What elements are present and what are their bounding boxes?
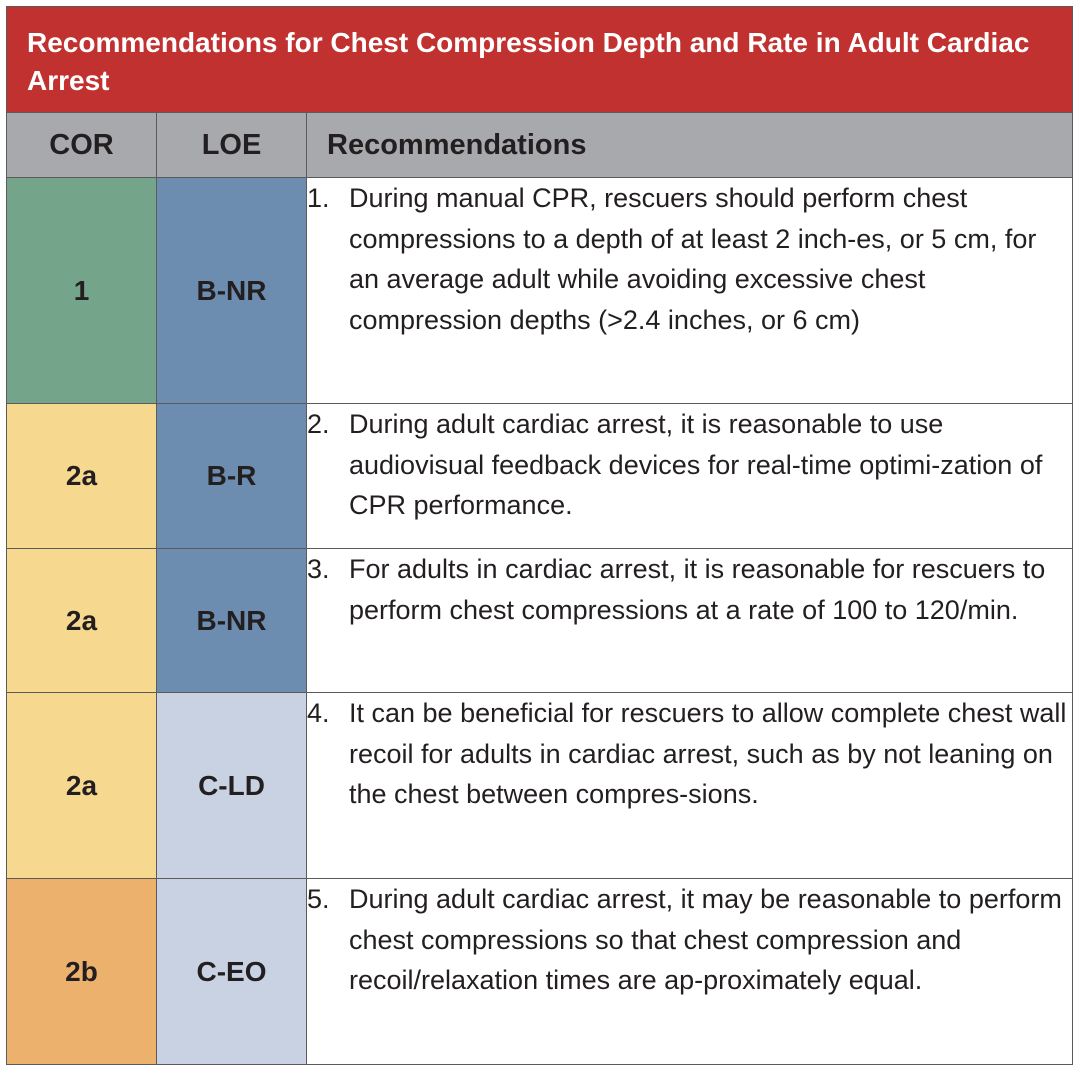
recommendation-cell: 5. During adult cardiac arrest, it may b… [305, 878, 1074, 1065]
recommendation-text: For adults in cardiac arrest, it is reas… [349, 554, 1046, 625]
recommendation-item: 1. During manual CPR, rescuers should pe… [307, 178, 1072, 340]
recommendation-cell: 4. It can be beneficial for rescuers to … [305, 692, 1074, 879]
header-loe: LOE [156, 112, 307, 178]
recommendation-item: 5. During adult cardiac arrest, it may b… [307, 879, 1072, 1001]
recommendations-table: Recommendations for Chest Compression De… [5, 6, 1074, 1065]
recommendation-number: 4. [307, 698, 330, 728]
table-row: 2a B-NR 3. For adults in cardiac arrest,… [6, 548, 1074, 693]
recommendation-text: It can be beneficial for rescuers to all… [349, 698, 1067, 809]
title-row: Recommendations for Chest Compression De… [5, 6, 1074, 113]
header-cor: COR [6, 112, 157, 178]
table-row: 2b C-EO 5. During adult cardiac arrest, … [6, 878, 1074, 1065]
recommendation-cell: 2. During adult cardiac arrest, it is re… [305, 403, 1074, 549]
recommendation-text: During adult cardiac arrest, it may be r… [349, 884, 1062, 995]
header-row: COR LOE Recommendations [6, 112, 1074, 178]
recommendation-cell: 1. During manual CPR, rescuers should pe… [305, 177, 1074, 404]
recommendation-item: 3. For adults in cardiac arrest, it is r… [307, 549, 1072, 630]
cor-cell: 2a [6, 403, 157, 549]
loe-cell: C-EO [156, 878, 307, 1065]
loe-cell: B-NR [156, 548, 307, 693]
table-row: 2a C-LD 4. It can be beneficial for resc… [6, 692, 1074, 879]
cor-cell: 1 [6, 177, 157, 404]
table-title: Recommendations for Chest Compression De… [5, 6, 1074, 113]
loe-cell: B-NR [156, 177, 307, 404]
table-row: 2a B-R 2. During adult cardiac arrest, i… [6, 403, 1074, 549]
recommendation-text: During adult cardiac arrest, it is reaso… [349, 409, 1043, 520]
recommendation-text: During manual CPR, rescuers should perfo… [349, 183, 1037, 335]
cor-cell: 2a [6, 548, 157, 693]
cor-cell: 2b [6, 878, 157, 1065]
recommendation-number: 5. [307, 884, 330, 914]
loe-cell: B-R [156, 403, 307, 549]
recommendation-number: 3. [307, 554, 330, 584]
recommendation-cell: 3. For adults in cardiac arrest, it is r… [305, 548, 1074, 693]
loe-cell: C-LD [156, 692, 307, 879]
cor-cell: 2a [6, 692, 157, 879]
recommendation-item: 4. It can be beneficial for rescuers to … [307, 693, 1072, 815]
recommendation-number: 1. [307, 183, 330, 213]
header-recommendations: Recommendations [305, 112, 1074, 178]
table-row: 1 B-NR 1. During manual CPR, rescuers sh… [6, 177, 1074, 404]
recommendation-item: 2. During adult cardiac arrest, it is re… [307, 404, 1072, 526]
top-margin [0, 0, 1080, 6]
recommendation-number: 2. [307, 409, 330, 439]
